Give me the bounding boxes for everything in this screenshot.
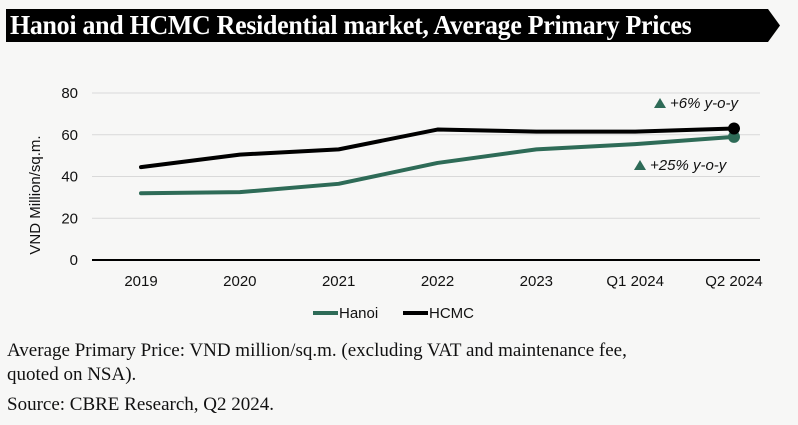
x-tick-label: 2021 (322, 273, 355, 290)
x-tick-label: 2023 (520, 273, 553, 290)
series-line-hanoi (139, 134, 736, 196)
x-tick-label: 2019 (124, 273, 157, 290)
annotation-label: +25% y-o-y (650, 157, 728, 174)
data-point-hanoi (728, 130, 740, 143)
gridlines (92, 92, 760, 219)
footnote-line-2: quoted on NSA). (7, 364, 137, 385)
y-tick-label: 0 (70, 252, 78, 269)
legend-label-hanoi: Hanoi (339, 305, 378, 322)
series-lines (139, 122, 740, 196)
x-tick-label: Q1 2024 (606, 273, 664, 290)
annotations: +6% y-o-y +25% y-o-y (634, 95, 739, 174)
legend-label-hcmc: HCMC (429, 305, 474, 322)
title-banner-shape (6, 9, 780, 42)
legend: Hanoi HCMC (313, 305, 474, 322)
source-note: Source: CBRE Research, Q2 2024. (7, 394, 275, 415)
y-tick-label: 20 (61, 210, 78, 227)
data-point-hcmc (728, 122, 740, 135)
title-banner: Hanoi and HCMC Residential market, Avera… (6, 9, 780, 42)
x-tick-label: Q2 2024 (705, 273, 763, 290)
line-chart: 0 20 40 60 80 VND Million/sq.m. 2019 2020 2021… (27, 85, 763, 322)
up-triangle-icon (654, 98, 666, 108)
y-axis-ticks: 0 20 40 60 80 (61, 85, 78, 269)
y-axis-label: VND Million/sq.m. (27, 135, 44, 254)
annotation-label: +6% y-o-y (670, 95, 739, 112)
x-tick-label: 2022 (421, 273, 454, 290)
x-tick-label: 2020 (223, 273, 256, 290)
footnote-line-1: Average Primary Price: VND million/sq.m.… (7, 340, 627, 361)
chart-title: Hanoi and HCMC Residential market, Avera… (10, 10, 692, 40)
up-triangle-icon (634, 160, 646, 170)
y-tick-label: 60 (61, 127, 78, 144)
x-axis-ticks: 2019 2020 2021 2022 2023 Q1 2024 Q2 2024 (124, 273, 762, 290)
y-tick-label: 40 (61, 169, 78, 186)
y-tick-label: 80 (61, 85, 78, 102)
